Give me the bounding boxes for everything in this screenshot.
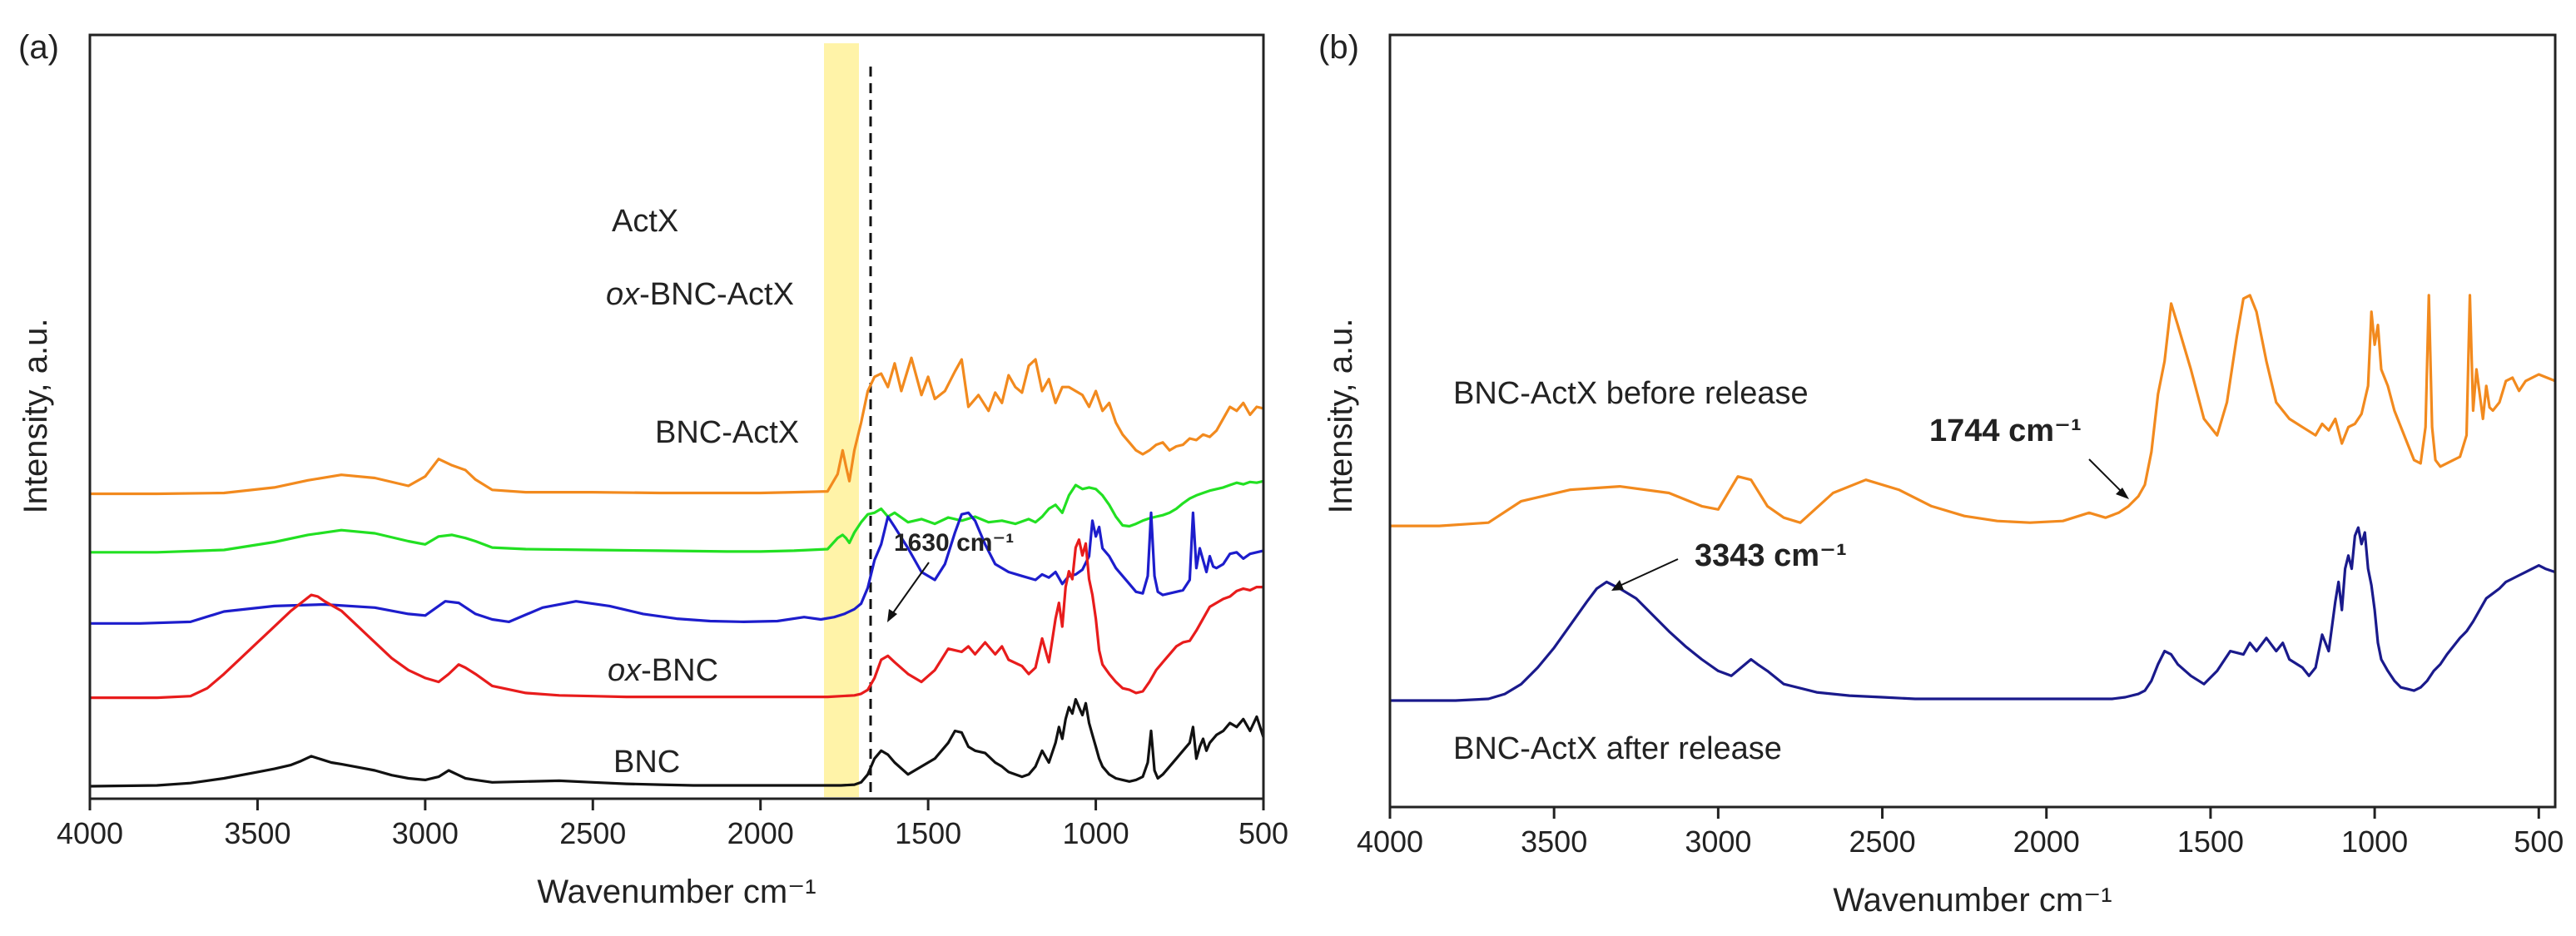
panel-a-xlabel: Wavenumber cm⁻¹ [537,874,816,910]
panel-a-label-ox-bnc: ox-BNC [608,653,718,688]
panel-a-xtick-label-2500: 2500 [559,816,626,850]
panel-a-annotation-arrow [891,562,930,615]
panel-b-series-group [1390,294,2556,702]
panel-a-label-actx: ActX [612,204,678,239]
panel-b-annotation-1744-arrow [2088,458,2123,493]
panel-b-label-before: BNC-ActX before release [1453,376,1809,411]
panel-a-series-actx [90,356,1264,496]
panel-a-label-actx-rest: ActX [612,204,678,239]
panel-a-label-bnc-actx: BNC-ActX [655,415,799,450]
panel-b-xtick-label-3500: 3500 [1521,825,1587,859]
panel-b-plot-frame [1388,33,2557,809]
panel-b-ylabel: Intensity, a.u. [1323,319,1359,514]
panel-b-series-bnc-actx-after-release [1390,526,2556,702]
panel-a-label-bnc-actx-rest: BNC-ActX [655,415,799,450]
panel-a-label-ox-bnc-actx-rest: -BNC-ActX [639,277,794,312]
panel-a-annotation-1630: 1630 cm⁻¹ [894,529,1014,557]
panel-b-xtick-label-1500: 1500 [2177,825,2244,859]
panel-b-xtick-label-4000: 4000 [1357,825,1423,859]
panel-a-series-ox-bnc-actx [90,479,1264,554]
panel-b-xlabel: Wavenumber cm⁻¹ [1833,882,2112,919]
panel-a-chart: (a) 4000 3500 3000 2500 2000 1500 1000 500 ActX… [17,29,1288,910]
panel-b-xtick-label-1000: 1000 [2341,825,2408,859]
panel-a-label-ox-bnc-actx: ox-BNC-ActX [606,277,794,312]
panel-a-xtick-label-1000: 1000 [1063,816,1129,850]
panel-a-series-bnc [89,697,1265,788]
panel-a-series-group [89,356,1265,788]
panel-b-label-after: BNC-ActX after release [1453,731,1782,766]
panel-b-annotation-1744-arrowhead [2116,488,2129,499]
panel-b-label: (b) [1318,29,1359,66]
panel-a-ylabel: Intensity, a.u. [17,319,54,514]
panel-a-label-ox-bnc-italic: ox [608,653,643,688]
panel-a-series-ox-bnc [90,538,1263,700]
panel-a-label: (a) [18,29,59,66]
panel-b-xtick-label-3000: 3000 [1685,825,1751,859]
panel-a-xtick-label-4000: 4000 [57,816,123,850]
panel-b-x-ticks: 4000 3500 3000 2500 2000 1500 1000 500 [1357,807,2564,859]
panel-a-label-bnc: BNC [613,745,680,780]
panel-b-chart: (b) 4000 3500 3000 2500 2000 1500 1000 500 BNC-… [1318,29,2564,919]
panel-a-label-ox-bnc-rest: -BNC [641,653,718,688]
panel-b-annotation-3343: 3343 cm⁻¹ [1695,538,1847,573]
panel-a-series-bnc-actx [90,511,1264,625]
panel-a-xtick-label-3500: 3500 [224,816,290,850]
panel-a-highlight-band [824,43,859,797]
panel-a-xtick-label-2000: 2000 [727,816,794,850]
panel-a-xtick-label-3000: 3000 [392,816,459,850]
panel-a-label-bnc-rest: BNC [613,745,680,780]
panel-b-series-bnc-actx-before-release [1390,294,2556,527]
panel-a-label-ox-bnc-actx-italic: ox [606,277,641,312]
panel-a-xtick-label-1500: 1500 [895,816,961,850]
panel-b-xtick-label-2000: 2000 [2013,825,2080,859]
panel-b-annotation-3343-arrow [1619,558,1679,587]
panel-a-x-ticks: 4000 3500 3000 2500 2000 1500 1000 500 [57,799,1288,850]
panel-b-xtick-label-2500: 2500 [1849,825,1916,859]
panel-a-annotation-arrowhead [887,609,897,622]
panel-b-annotation-3343-arrowhead [1611,580,1624,591]
panel-a-plot-frame [88,33,1265,800]
panel-b-xtick-label-500: 500 [2514,825,2564,859]
panel-a-xtick-label-500: 500 [1238,816,1288,850]
panel-b-annotation-1744: 1744 cm⁻¹ [1929,414,2082,448]
